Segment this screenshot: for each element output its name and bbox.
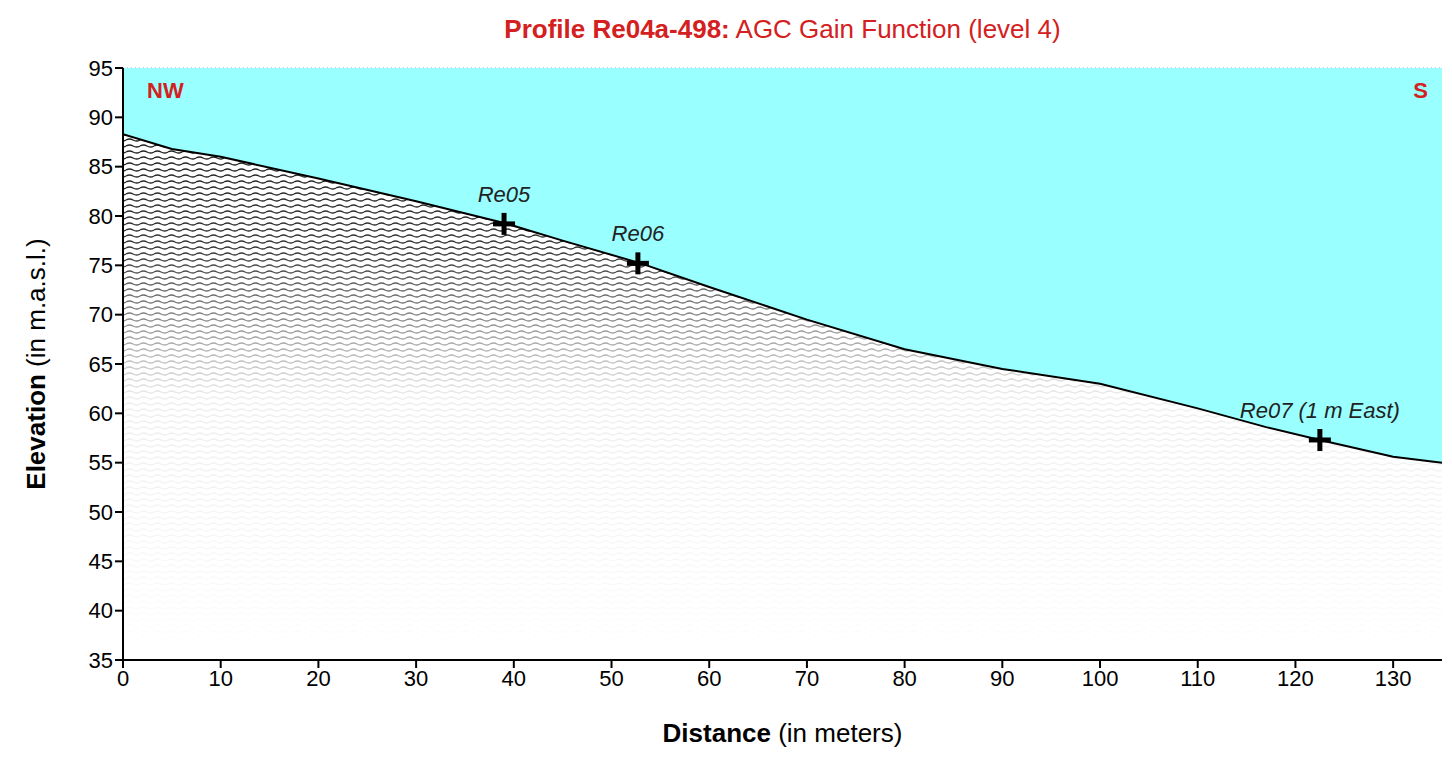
svg-text:55: 55 — [89, 450, 113, 475]
html-text:NW: NW — [147, 78, 184, 103]
html-text:(in m.a.s.l.): (in m.a.s.l.) — [20, 238, 51, 375]
svg-text:50: 50 — [599, 666, 623, 691]
svg-text:70: 70 — [795, 666, 819, 691]
svg-text:Re06: Re06 — [612, 221, 665, 246]
html-text:Elevation: Elevation — [20, 374, 51, 490]
svg-text:120: 120 — [1277, 666, 1314, 691]
svg-text:75: 75 — [89, 253, 113, 278]
svg-text:90: 90 — [89, 105, 113, 130]
html-text:Profile Re04a-498: AGC Gain Fu: Profile Re04a-498: AGC Gain Function (le… — [504, 14, 1061, 44]
svg-text:45: 45 — [89, 549, 113, 574]
svg-text:80: 80 — [89, 204, 113, 229]
svg-text:100: 100 — [1082, 666, 1119, 691]
svg-text:110: 110 — [1180, 666, 1215, 691]
svg-text:Re07 (1 m East): Re07 (1 m East) — [1240, 398, 1400, 423]
svg-text:70: 70 — [89, 302, 113, 327]
svg-text:40: 40 — [502, 666, 526, 691]
svg-text:Re05: Re05 — [478, 182, 531, 207]
svg-text:30: 30 — [404, 666, 428, 691]
svg-text:20: 20 — [306, 666, 330, 691]
svg-text:65: 65 — [89, 352, 113, 377]
svg-text:60: 60 — [697, 666, 721, 691]
html-text:Distance (in meters): Distance (in meters) — [662, 718, 903, 748]
svg-text:50: 50 — [89, 500, 113, 525]
svg-text:85: 85 — [89, 154, 113, 179]
html-text:S: S — [1413, 78, 1428, 103]
svg-text:60: 60 — [89, 401, 113, 426]
svg-text:95: 95 — [89, 56, 113, 81]
svg-text:90: 90 — [990, 666, 1014, 691]
svg-text:0: 0 — [117, 666, 129, 691]
svg-text:40: 40 — [89, 598, 113, 623]
svg-text:130: 130 — [1375, 666, 1412, 691]
svg-text:10: 10 — [208, 666, 232, 691]
svg-text:35: 35 — [89, 648, 113, 673]
svg-text:80: 80 — [892, 666, 916, 691]
